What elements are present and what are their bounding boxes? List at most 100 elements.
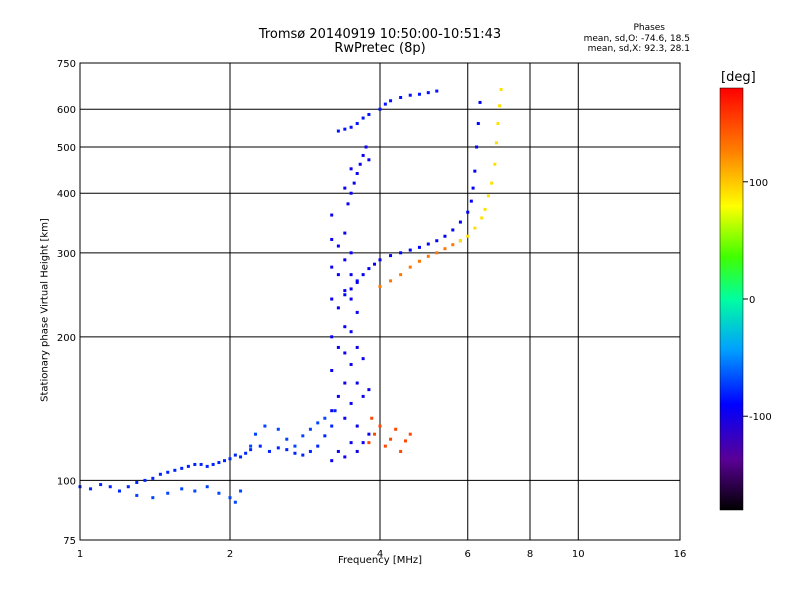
data-point [166,491,170,495]
data-point [349,191,353,195]
data-point [249,448,253,452]
x-tick-label: 2 [227,549,233,560]
data-point [336,306,340,310]
data-point [475,145,479,149]
data-point [263,424,267,428]
x-tick-label: 16 [674,549,687,560]
data-point [285,437,289,441]
data-point [408,93,412,97]
data-point [336,244,340,248]
data-point [211,462,215,466]
data-point [333,409,337,413]
data-point [361,273,365,277]
data-point [498,104,502,108]
y-tick-label: 500 [57,143,76,154]
data-point [435,251,439,255]
data-point [451,243,455,247]
data-point [378,284,382,288]
data-point [435,239,439,243]
data-point [435,89,439,93]
data-point [458,220,462,224]
data-point [343,351,347,355]
data-point [330,459,334,463]
data-point [316,421,320,425]
data-point [389,254,393,258]
data-point [239,489,243,493]
data-point [233,500,237,504]
x-tick-label: 6 [465,549,471,560]
y-tick-label: 400 [57,189,76,200]
data-point [355,171,359,175]
data-point [285,448,289,452]
data-point [370,416,374,420]
data-point [443,234,447,238]
data-point [267,449,271,453]
x-tick-label: 1 [77,549,83,560]
data-point [394,427,398,431]
data-point [343,289,347,293]
data-point [403,439,407,443]
data-point [217,491,221,495]
data-point [493,162,497,166]
data-point [330,424,334,428]
data-point [408,432,412,436]
data-point [336,273,340,277]
data-point [330,335,334,339]
data-point [228,496,232,500]
data-point [301,453,305,457]
x-tick-label: 4 [377,549,383,560]
data-point [330,213,334,217]
data-point [258,444,262,448]
data-point [426,254,430,258]
data-point [349,297,353,301]
phase-stats-heading: Phases [633,23,665,33]
data-point [408,248,412,252]
data-point [383,102,387,106]
data-point [151,496,155,500]
data-point [458,239,462,243]
data-point [349,273,353,277]
data-point [89,487,93,491]
data-point [343,455,347,459]
data-point [349,441,353,445]
data-point [343,416,347,420]
data-point [193,489,197,493]
y-tick-label: 750 [57,59,76,70]
data-point [336,449,340,453]
data-point [361,357,365,361]
data-point [499,87,503,91]
data-point [389,279,393,283]
data-point [330,265,334,269]
data-point [367,441,371,445]
data-point [343,293,347,297]
data-point [355,122,359,126]
data-point [253,432,257,436]
data-point [126,485,130,489]
data-point [217,461,221,465]
data-point [330,409,334,413]
data-point [451,228,455,232]
data-point [346,202,350,206]
data-point [373,432,377,436]
y-tick-label: 200 [57,333,76,344]
data-point [223,459,227,463]
data-point [349,167,353,171]
data-point [349,287,353,291]
y-tick-label: 300 [57,249,76,260]
data-point [476,122,480,126]
data-point [469,199,473,203]
data-point [355,381,359,385]
data-point [466,234,470,238]
data-point [355,279,359,283]
data-point [367,267,371,271]
data-point [478,100,482,104]
x-tick-label: 8 [527,549,533,560]
data-point [373,262,377,266]
data-point [355,280,359,284]
data-point [361,394,365,398]
data-point [186,464,190,468]
x-axis-label: Frequency [MHz] [337,555,423,566]
data-point [473,169,477,173]
data-point [117,489,121,493]
